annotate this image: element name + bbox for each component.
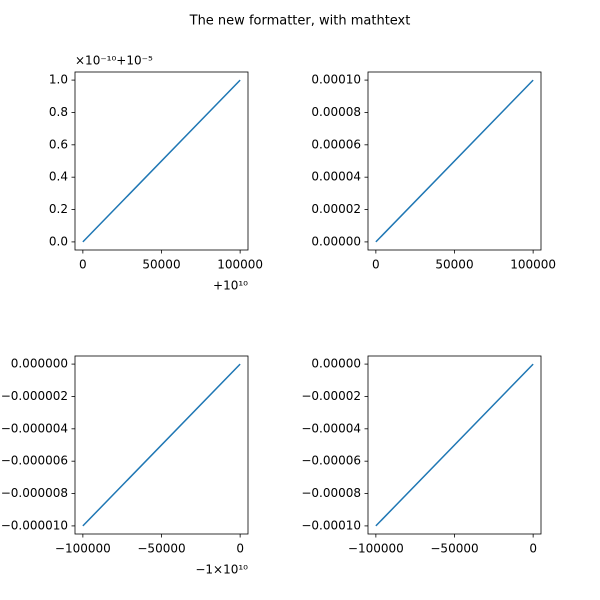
- y-tick-label: 0.00000: [311, 357, 361, 371]
- y-tick-label: −0.000010: [1, 518, 68, 532]
- y-tick-label: −0.00006: [301, 454, 361, 468]
- y-offset-label: ×10⁻¹⁰+10⁻⁵: [75, 54, 153, 68]
- y-tick-label: 0.00002: [311, 202, 361, 216]
- y-tick-label: −0.00010: [301, 518, 361, 532]
- x-offset-label: +10¹⁰: [213, 279, 248, 293]
- y-tick-label: −0.000006: [1, 454, 68, 468]
- axes-frame: [74, 355, 249, 535]
- axes-frame: [367, 71, 542, 251]
- y-tick-label: 0.4: [49, 170, 68, 184]
- y-tick-label: 0.00006: [311, 137, 361, 151]
- x-tick-label: 50000: [142, 258, 180, 272]
- y-tick-label: 1.0: [49, 73, 68, 87]
- data-line: [375, 363, 534, 527]
- y-tick-label: −0.00002: [301, 389, 361, 403]
- x-tick-label: 0: [236, 542, 244, 556]
- y-tick-label: 0.00008: [311, 105, 361, 119]
- y-tick-label: 0.00010: [311, 73, 361, 87]
- x-tick-label: 100000: [217, 258, 263, 272]
- x-tick-label: −50000: [430, 542, 478, 556]
- y-tick-label: −0.000008: [1, 486, 68, 500]
- x-tick-label: −50000: [137, 542, 185, 556]
- y-tick-label: 0.00004: [311, 170, 361, 184]
- y-tick-label: 0.000000: [11, 357, 68, 371]
- x-tick-label: 0: [372, 258, 380, 272]
- x-tick-label: −100000: [348, 542, 404, 556]
- y-tick-label: 0.6: [49, 137, 68, 151]
- axes-frame: [74, 71, 249, 251]
- x-tick-label: 50000: [435, 258, 473, 272]
- data-line: [375, 79, 534, 243]
- y-tick-label: 0.2: [49, 202, 68, 216]
- y-tick-label: 0.00000: [311, 234, 361, 248]
- figure-title: The new formatter, with mathtext: [189, 14, 411, 29]
- y-tick-label: 0.8: [49, 105, 68, 119]
- y-tick-label: −0.00004: [301, 421, 361, 435]
- x-tick-label: −100000: [55, 542, 111, 556]
- y-tick-label: −0.00008: [301, 486, 361, 500]
- x-tick-label: 0: [529, 542, 537, 556]
- y-tick-label: 0.0: [49, 234, 68, 248]
- data-line: [82, 79, 241, 243]
- x-tick-label: 100000: [510, 258, 556, 272]
- axes-frame: [367, 355, 542, 535]
- y-tick-label: −0.000004: [1, 421, 68, 435]
- data-line: [82, 363, 241, 527]
- x-tick-label: 0: [79, 258, 87, 272]
- y-tick-label: −0.000002: [1, 389, 68, 403]
- x-offset-label: −1×10¹⁰: [195, 563, 248, 577]
